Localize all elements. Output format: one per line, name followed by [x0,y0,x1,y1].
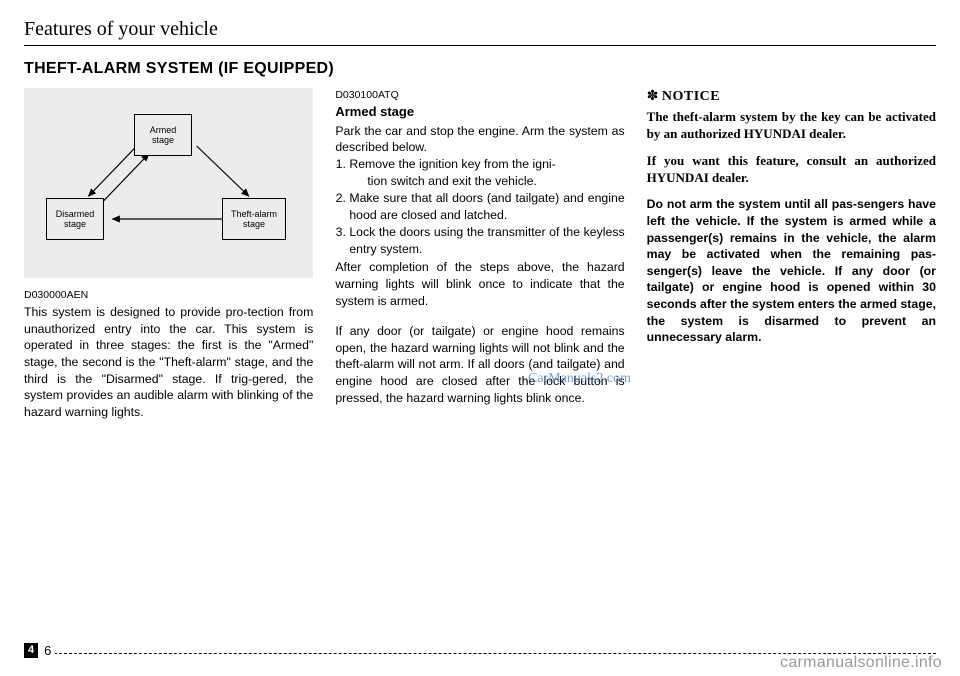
manual-page: Features of your vehicle THEFT-ALARM SYS… [0,0,960,676]
notice-heading: ✽ NOTICE [647,88,936,107]
site-watermark: carmanualsonline.info [780,654,942,672]
armed-para2: If any door (or tailgate) or engine hood… [335,323,624,406]
diagram-node-disarmed: Disarmed stage [46,198,104,240]
para-code-1: D030000AEN [24,288,313,302]
subheading-armed: Armed stage [335,103,624,121]
step-1: Remove the ignition key from the igni- t… [349,156,624,189]
para-body-1: This system is designed to provide pro-t… [24,304,313,420]
content-columns: Armed stage Disarmed stage Theft-alarm s… [24,88,936,420]
notice-mark: ✽ [647,89,659,104]
armed-steps: Remove the ignition key from the igni- t… [335,156,624,258]
section-title: THEFT-ALARM SYSTEM (IF EQUIPPED) [24,60,936,78]
page-number: 6 [44,643,51,658]
notice-body-1: The theft-alarm system by the key can be… [647,109,936,143]
state-diagram: Armed stage Disarmed stage Theft-alarm s… [24,88,313,278]
column-1: Armed stage Disarmed stage Theft-alarm s… [24,88,313,420]
notice-label: NOTICE [662,89,720,104]
armed-after: After completion of the steps above, the… [335,259,624,309]
chapter-number: 4 [24,643,38,658]
step-2: Make sure that all doors (and tailgate) … [349,190,624,223]
armed-intro: Park the car and stop the engine. Arm th… [335,123,624,156]
page-number-box: 4 6 [20,643,55,658]
watermark-text: CarManuals2.com [528,371,631,387]
warning-block: Do not arm the system until all pas-seng… [647,196,936,345]
header-rule [24,45,936,46]
step-3: Lock the doors using the transmitter of … [349,224,624,257]
running-header: Features of your vehicle [24,18,936,41]
para-code-2: D030100ATQ [335,88,624,102]
column-3: ✽ NOTICE The theft-alarm system by the k… [647,88,936,420]
diagram-node-theft: Theft-alarm stage [222,198,286,240]
diagram-node-armed: Armed stage [134,114,192,156]
notice-body-2: If you want this feature, consult an aut… [647,153,936,187]
